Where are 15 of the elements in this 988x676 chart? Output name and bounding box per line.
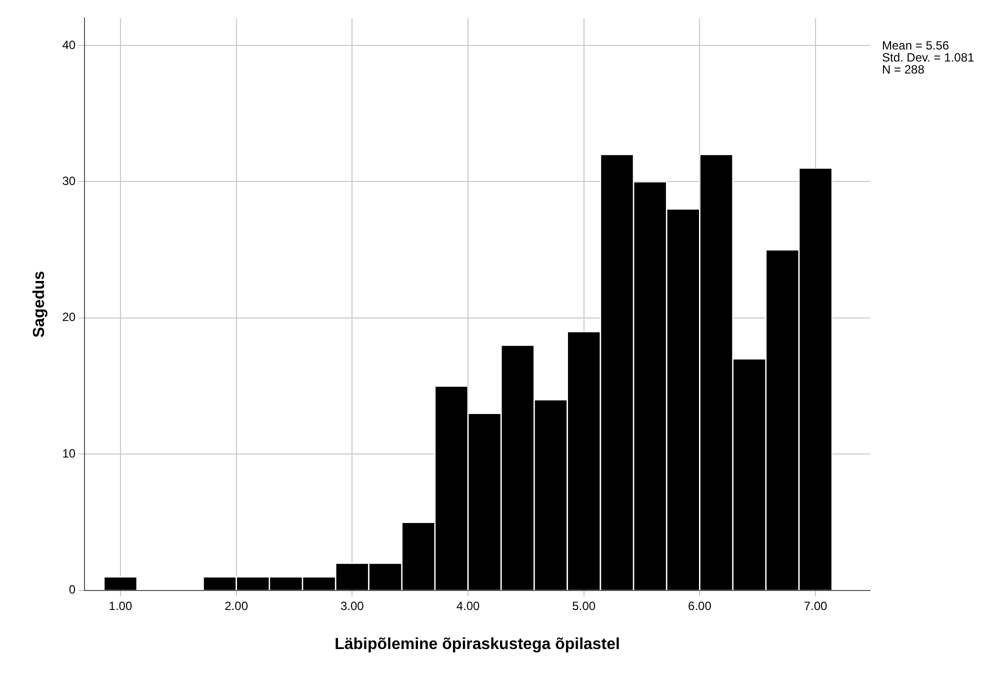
text: Mean = 5.56 Std. Dev. = 1.081 N = 288 xyxy=(882,38,974,77)
y-axis-title: Sagedus xyxy=(31,270,48,338)
x-tick-label: 7.00 xyxy=(804,598,828,613)
x-axis-title: Läbipõlemine õpiraskustega õpilastel xyxy=(334,636,620,653)
y-tick-label: 0 xyxy=(68,582,76,597)
x-tick-label: 3.00 xyxy=(340,598,364,613)
y-tick-label: 10 xyxy=(62,446,76,460)
x-tick-label: 6.00 xyxy=(688,598,712,613)
x-tick-label: 2.00 xyxy=(224,598,248,613)
y-tick-label: 20 xyxy=(62,310,76,324)
x-tick-label: 4.00 xyxy=(456,598,480,613)
y-tick-label: 40 xyxy=(62,38,76,52)
y-tick-label: 30 xyxy=(62,174,76,188)
x-tick-label: 1.00 xyxy=(108,598,132,613)
x-tick-label: 5.00 xyxy=(572,598,596,613)
